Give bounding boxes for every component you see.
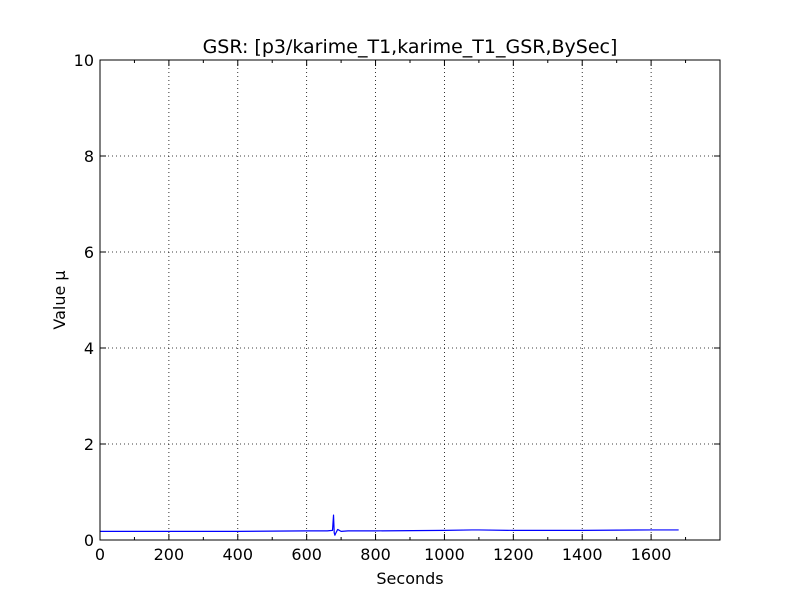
x-tick-label: 1000 — [424, 545, 465, 564]
x-tick-label: 1600 — [631, 545, 672, 564]
chart-title: GSR: [p3/karime_T1,karime_T1_GSR,BySec] — [203, 36, 618, 58]
y-axis-label: Value µ — [50, 270, 69, 329]
plot-area-frame — [99, 59, 721, 541]
x-tick-label: 800 — [360, 545, 391, 564]
tick-labels: 0 200 400 600 800 1000 1200 1400 1600 0 2 4 6 8 10 — [74, 51, 672, 564]
x-tick-label: 0 — [95, 545, 105, 564]
y-tick-label: 8 — [84, 147, 94, 166]
x-tick-label: 600 — [291, 545, 322, 564]
grid — [99, 59, 720, 541]
y-tick-label: 0 — [84, 531, 94, 550]
x-tick-label: 1400 — [562, 545, 603, 564]
series-layer — [100, 514, 679, 536]
y-tick-label: 10 — [74, 51, 94, 70]
y-tick-label: 6 — [84, 243, 94, 262]
x-axis-label: Seconds — [376, 569, 443, 588]
x-tick-label: 400 — [223, 545, 254, 564]
y-tick-label: 4 — [84, 339, 94, 358]
y-tick-label: 2 — [84, 435, 94, 454]
series-line — [100, 514, 679, 536]
x-tick-label: 1200 — [493, 545, 534, 564]
axis-ticks — [99, 59, 720, 541]
x-tick-label: 200 — [154, 545, 185, 564]
